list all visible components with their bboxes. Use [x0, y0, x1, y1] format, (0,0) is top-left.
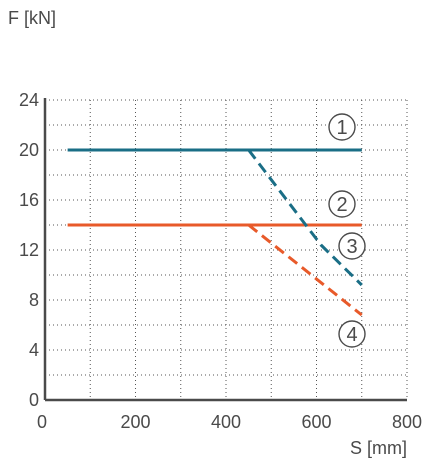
y-tick-label: 20	[19, 140, 39, 160]
curve-label-circle-3	[338, 232, 366, 260]
y-tick-label: 24	[19, 90, 39, 110]
curve-label-2: 2	[336, 194, 347, 216]
curve-label-circle-4	[338, 320, 366, 348]
x-tick-label: 200	[120, 412, 150, 432]
y-tick-label: 12	[19, 240, 39, 260]
x-tick-label: 800	[392, 412, 422, 432]
curve-label-4: 4	[346, 324, 357, 346]
x-tick-label: 400	[211, 412, 241, 432]
y-tick-label: 0	[29, 390, 39, 410]
curve-label-1: 1	[336, 117, 347, 139]
y-tick-label: 4	[29, 340, 39, 360]
curve-label-circle-1	[328, 113, 356, 141]
y-tick-label: 16	[19, 190, 39, 210]
y-axis-label: F [kN]	[8, 8, 56, 28]
x-tick-label: 0	[37, 412, 47, 432]
x-axis-label: S [mm]	[350, 438, 407, 458]
series-line-3	[247, 149, 363, 287]
y-tick-label: 8	[29, 290, 39, 310]
x-tick-label: 600	[301, 412, 331, 432]
curve-label-circle-2	[328, 190, 356, 218]
series-line-4	[247, 223, 363, 317]
curve-label-3: 3	[346, 236, 357, 258]
